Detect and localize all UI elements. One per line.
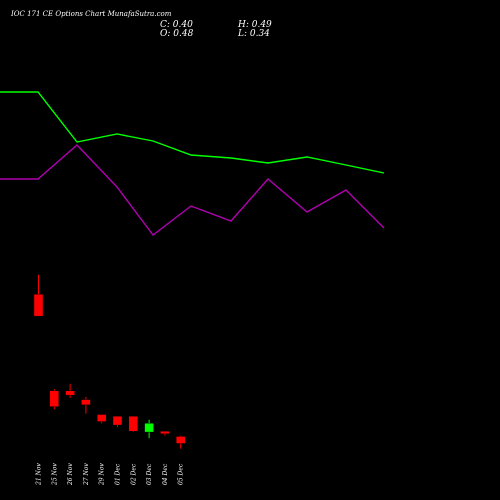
x-tick-label: 26 Nov bbox=[67, 463, 74, 486]
x-tick-label: 01 Dec bbox=[115, 463, 122, 485]
low-value: L: 0.34 bbox=[238, 29, 270, 39]
candle-body bbox=[144, 423, 154, 433]
candle-body bbox=[96, 414, 107, 422]
x-tick-label: 29 Nov bbox=[99, 463, 106, 486]
open-value: O: 0.48 bbox=[160, 29, 194, 39]
x-tick-label: 05 Dec bbox=[178, 463, 185, 485]
x-tick-label: 25 Nov bbox=[51, 463, 58, 486]
high-value: H: 0.49 bbox=[238, 20, 272, 30]
green-line-series bbox=[0, 91, 385, 174]
candle-body bbox=[175, 436, 186, 444]
close-value: C: 0.40 bbox=[160, 20, 193, 30]
candle-body bbox=[128, 416, 139, 432]
x-tick-label: 21 Nov bbox=[36, 463, 43, 486]
candle-body bbox=[112, 416, 123, 426]
chart-title: IOC 171 CE Options Chart MunafaSutra.com bbox=[11, 10, 172, 18]
candle-body bbox=[49, 390, 59, 407]
x-tick-label: 04 Dec bbox=[162, 463, 169, 485]
candle-body bbox=[81, 399, 91, 406]
candle-body bbox=[160, 430, 170, 435]
x-tick-label: 03 Dec bbox=[146, 463, 153, 485]
x-tick-label: 02 Dec bbox=[130, 463, 137, 485]
candle-body bbox=[33, 294, 44, 317]
x-tick-label: 27 Nov bbox=[83, 463, 90, 486]
candle-body bbox=[65, 390, 75, 396]
magenta-line-series bbox=[0, 144, 385, 236]
